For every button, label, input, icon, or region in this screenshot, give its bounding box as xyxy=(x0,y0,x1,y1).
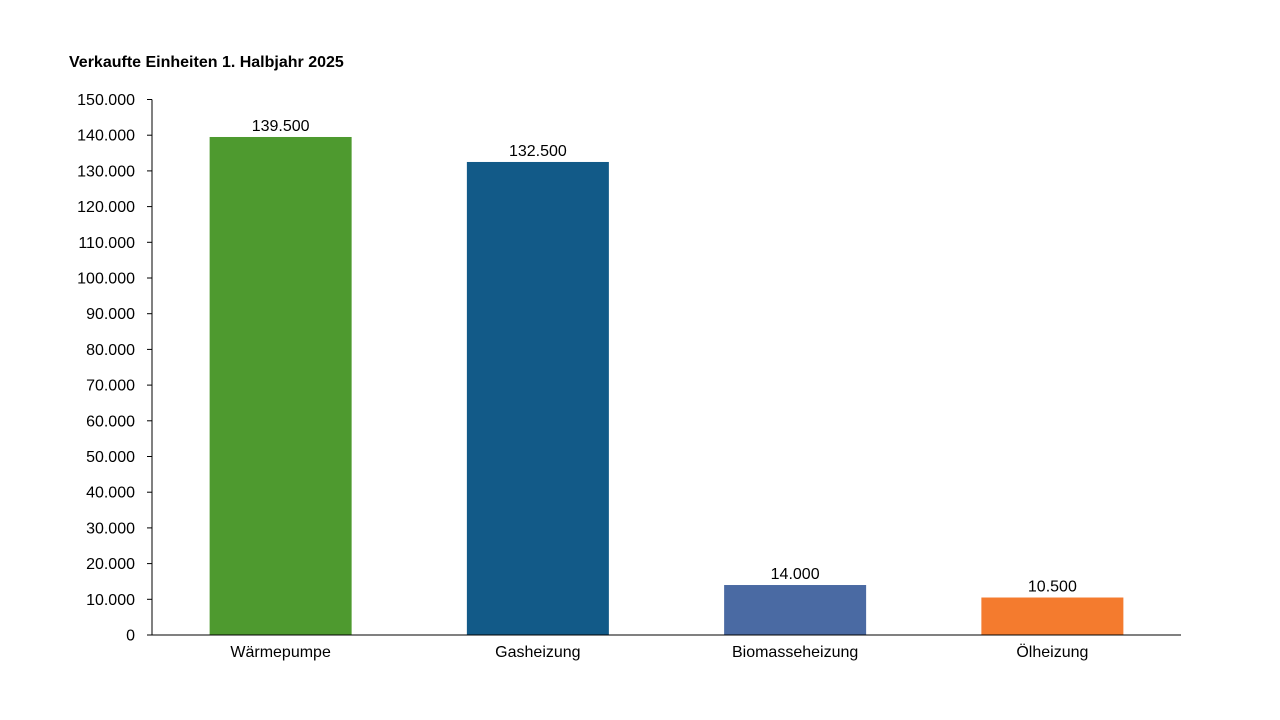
y-tick-label: 50.000 xyxy=(86,449,135,466)
y-tick-label: 60.000 xyxy=(86,413,135,430)
y-tick-label: 40.000 xyxy=(86,485,135,502)
y-tick-label: 90.000 xyxy=(86,306,135,323)
y-tick-label: 130.000 xyxy=(77,163,135,180)
y-tick-label: 0 xyxy=(126,628,135,645)
data-label: 10.500 xyxy=(1028,579,1077,596)
y-tick-label: 120.000 xyxy=(77,199,135,216)
y-tick-label: 80.000 xyxy=(86,342,135,359)
x-tick-label: Wärmepumpe xyxy=(230,644,331,661)
data-label: 139.500 xyxy=(252,118,310,135)
x-axis: Wärmepumpe Gasheizung Biomasseheizung Ölhei… xyxy=(152,634,1181,661)
y-tick-label: 30.000 xyxy=(86,520,135,537)
y-tick-label: 20.000 xyxy=(86,556,135,573)
bars: 139.500 132.500 14.000 10.500 xyxy=(209,118,1124,636)
data-label: 132.500 xyxy=(509,143,567,160)
chart-title: Verkaufte Einheiten 1. Halbjahr 2025 xyxy=(69,54,344,71)
x-tick-label: Biomasseheizung xyxy=(732,644,858,661)
y-tick-label: 140.000 xyxy=(77,128,135,145)
y-tick-label: 150.000 xyxy=(77,92,135,109)
bar-4 xyxy=(981,597,1124,635)
y-tick-label: 110.000 xyxy=(78,235,135,252)
bar-1 xyxy=(209,136,352,636)
y-tick-label: 10.000 xyxy=(86,592,135,609)
y-tick-label: 100.000 xyxy=(77,271,135,288)
data-label: 14.000 xyxy=(771,566,820,583)
x-tick-label: Gasheizung xyxy=(495,644,580,661)
bar-2 xyxy=(466,161,609,635)
y-axis: 0 10.000 20.000 30.000 40.000 50.000 60.000 70.… xyxy=(77,92,153,645)
bar-3 xyxy=(724,585,867,635)
x-tick-label: Ölheizung xyxy=(1016,643,1088,661)
y-tick-label: 70.000 xyxy=(86,378,135,395)
